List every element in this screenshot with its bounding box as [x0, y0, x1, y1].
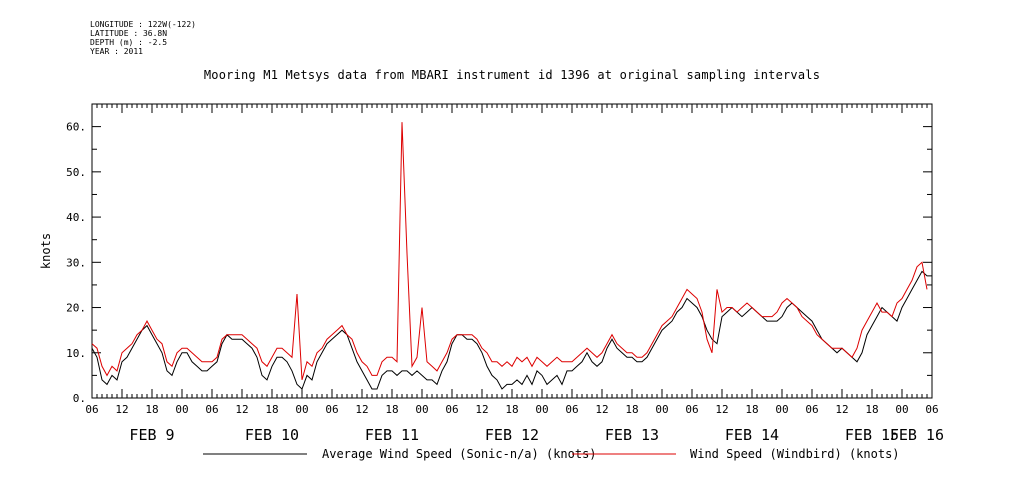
x-hour-label: 00 — [295, 403, 308, 416]
metadata-block: LONGITUDE : 122W(-122) LATITUDE : 36.8N … — [90, 20, 196, 56]
series-line-windbird — [91, 122, 928, 381]
x-hour-label: 06 — [925, 403, 938, 416]
x-hour-label: 12 — [835, 403, 848, 416]
x-day-label: FEB 16 — [890, 426, 944, 444]
x-day-label: FEB 13 — [605, 426, 659, 444]
series-line-average-wind — [91, 270, 932, 390]
x-hour-label: 18 — [385, 403, 398, 416]
x-hour-label: 12 — [115, 403, 128, 416]
x-day-label: FEB 9 — [129, 426, 174, 444]
x-hour-label: 12 — [355, 403, 368, 416]
y-tick-label: 60. — [66, 121, 86, 134]
x-hour-label: 06 — [325, 403, 338, 416]
x-hour-label: 00 — [535, 403, 548, 416]
x-hour-label: 18 — [145, 403, 158, 416]
y-tick-label: 20. — [66, 302, 86, 315]
x-day-label: FEB 15 — [845, 426, 899, 444]
legend: Average Wind Speed (Sonic-n/a) (knots) Wi… — [203, 447, 900, 461]
y-tick-label: 40. — [66, 211, 86, 224]
x-hour-label: 00 — [175, 403, 188, 416]
axis-ticks — [91, 103, 933, 399]
x-hour-label: 18 — [625, 403, 638, 416]
x-hour-label: 00 — [415, 403, 428, 416]
x-hour-label: 06 — [685, 403, 698, 416]
y-tick-label: 0. — [73, 392, 86, 405]
x-hour-label: 12 — [715, 403, 728, 416]
y-tick-label: 10. — [66, 347, 86, 360]
x-hour-label: 00 — [895, 403, 908, 416]
x-hour-label: 00 — [655, 403, 668, 416]
x-hour-label: 06 — [85, 403, 98, 416]
x-day-label: FEB 12 — [485, 426, 539, 444]
x-hour-label: 18 — [745, 403, 758, 416]
series-lines — [91, 122, 932, 390]
x-hour-label: 00 — [775, 403, 788, 416]
x-hour-label: 12 — [235, 403, 248, 416]
legend-label: Wind Speed (Windbird) (knots) — [690, 447, 900, 461]
year-label: YEAR : 2011 — [90, 47, 143, 56]
legend-label: Average Wind Speed (Sonic-n/a) (knots) — [322, 447, 597, 461]
chart-title: Mooring M1 Metsys data from MBARI instru… — [203, 68, 821, 82]
x-hour-label: 06 — [205, 403, 218, 416]
x-day-label: FEB 10 — [245, 426, 299, 444]
y-axis-label: knots — [39, 233, 53, 269]
latitude-label: LATITUDE : 36.8N — [90, 29, 168, 38]
x-hour-label: 06 — [445, 403, 458, 416]
x-hour-label: 18 — [505, 403, 518, 416]
x-hour-label: 18 — [265, 403, 278, 416]
axis-labels: 0. 10. 20. 30. 40. 50. 60. 06 12 18 00 06 12 18 00 06 12… — [39, 121, 944, 444]
x-hour-label: 18 — [865, 403, 878, 416]
x-day-label: FEB 11 — [365, 426, 419, 444]
x-hour-label: 06 — [805, 403, 818, 416]
x-hour-label: 12 — [595, 403, 608, 416]
x-hour-label: 12 — [475, 403, 488, 416]
y-tick-label: 30. — [66, 256, 86, 269]
y-tick-label: 50. — [66, 166, 86, 179]
x-hour-label: 06 — [565, 403, 578, 416]
depth-label: DEPTH (m) : -2.5 — [90, 38, 168, 47]
longitude-label: LONGITUDE : 122W(-122) — [90, 20, 196, 29]
x-day-label: FEB 14 — [725, 426, 779, 444]
